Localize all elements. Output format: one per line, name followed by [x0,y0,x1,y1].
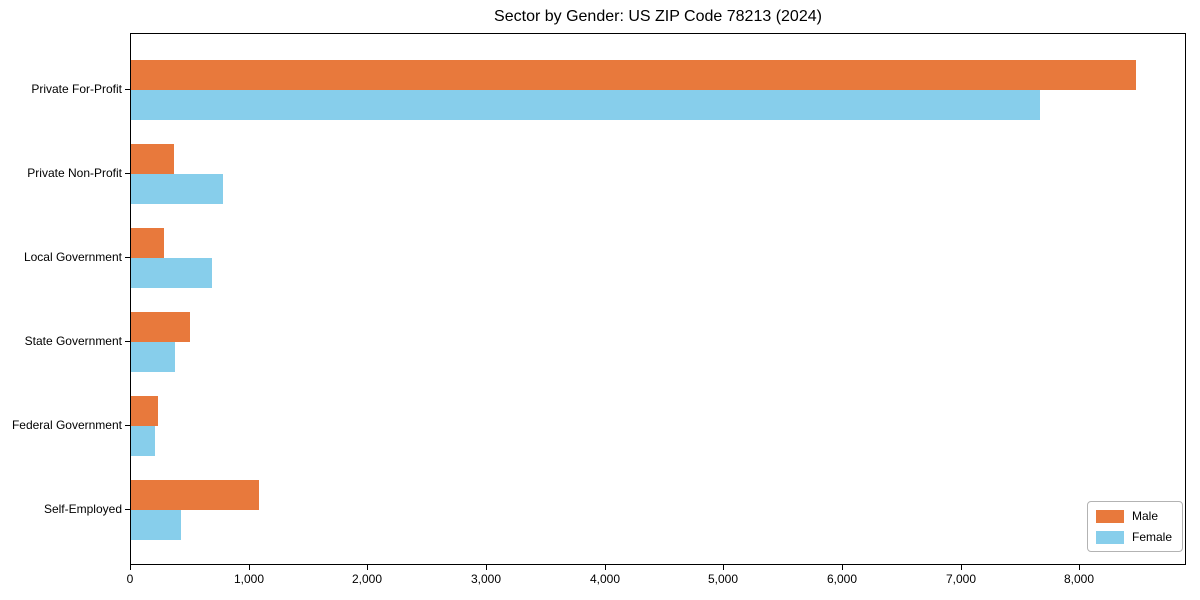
x-tick-label-3000: 3,000 [470,572,502,586]
bar-female-private-for-profit [131,90,1040,120]
x-tick-8000 [1079,565,1080,570]
chart-title: Sector by Gender: US ZIP Code 78213 (202… [494,8,822,25]
plot-area [130,33,1186,565]
bar-male-private-non-profit [131,144,174,174]
legend-swatch-female [1095,530,1124,544]
bar-female-self-employed [131,510,181,540]
y-label-self-employed: Self-Employed [43,502,122,516]
legend-entry-male: Male [1095,509,1172,523]
x-tick-label-0: 0 [126,572,134,586]
bar-male-local-government [131,228,164,258]
y-label-private-non-profit: Private Non-Profit [27,166,122,180]
bar-female-federal-government [131,426,155,456]
x-tick-label-5000: 5,000 [707,572,739,586]
x-tick-4000 [605,565,606,570]
x-tick-7000 [961,565,962,570]
y-tick-private-non-profit [125,173,130,174]
y-label-private-for-profit: Private For-Profit [31,82,122,96]
bar-male-federal-government [131,396,158,426]
x-tick-1000 [249,565,250,570]
y-tick-state-government [125,341,130,342]
x-tick-label-7000: 7,000 [945,572,977,586]
y-label-federal-government: Federal Government [11,418,122,432]
x-tick-label-4000: 4,000 [589,572,621,586]
x-tick-2000 [367,565,368,570]
bar-male-self-employed [131,480,259,510]
legend-label-male: Male [1131,509,1158,523]
y-tick-self-employed [125,509,130,510]
bar-female-state-government [131,342,175,372]
y-tick-local-government [125,257,130,258]
x-tick-label-6000: 6,000 [826,572,858,586]
x-tick-label-2000: 2,000 [351,572,383,586]
x-tick-0 [130,565,131,570]
x-tick-6000 [842,565,843,570]
legend-swatch-male [1095,509,1124,523]
bar-male-private-for-profit [131,60,1136,90]
x-tick-3000 [486,565,487,570]
legend: Male Female [1086,501,1183,552]
y-tick-private-for-profit [125,89,130,90]
y-label-state-government: State Government [24,334,122,348]
y-label-local-government: Local Government [23,250,122,264]
x-tick-label-8000: 8,000 [1063,572,1095,586]
y-tick-federal-government [125,425,130,426]
bar-female-local-government [131,258,212,288]
bar-female-private-non-profit [131,174,223,204]
legend-label-female: Female [1131,530,1172,544]
x-tick-5000 [723,565,724,570]
legend-entry-female: Female [1095,530,1172,544]
x-tick-label-1000: 1,000 [233,572,265,586]
bar-male-state-government [131,312,190,342]
